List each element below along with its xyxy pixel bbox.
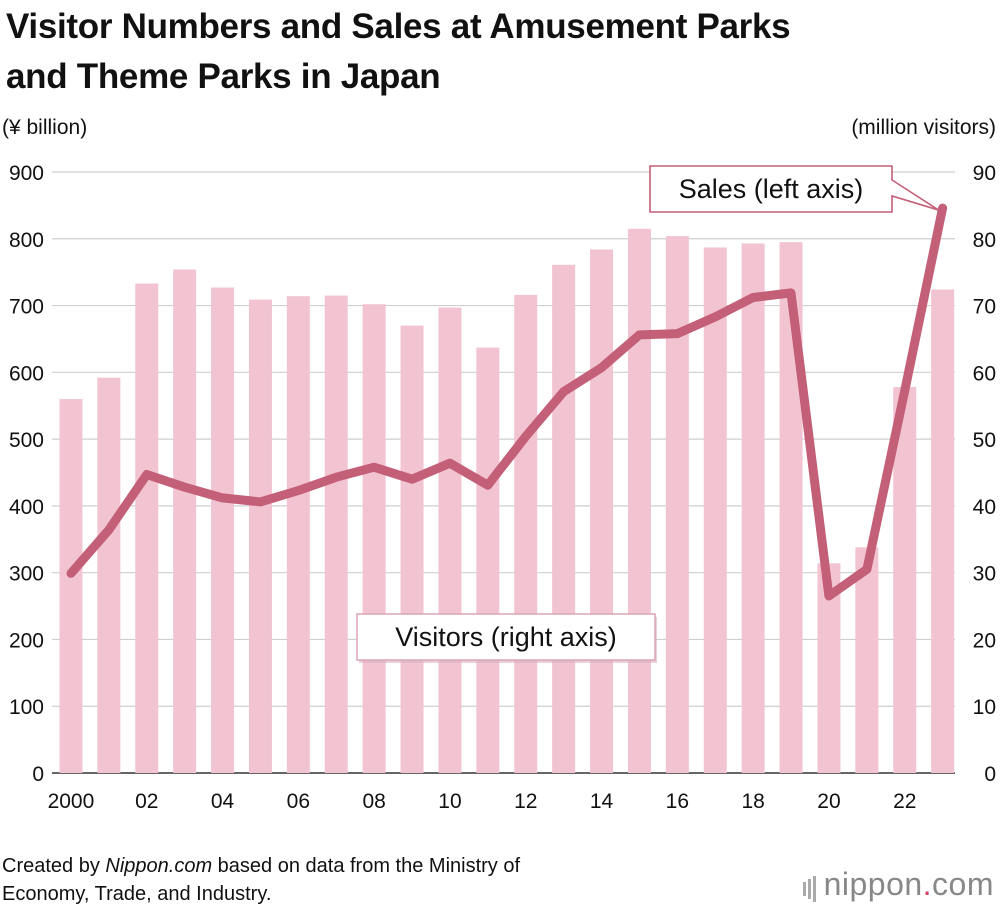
visitor-bar <box>362 304 386 773</box>
right-axis-unit: (million visitors) <box>851 116 996 139</box>
visitor-bar <box>893 387 917 773</box>
x-tick-label: 20 <box>817 790 840 813</box>
left-axis-unit: (¥ billion) <box>2 116 88 139</box>
visitor-bar <box>552 264 576 773</box>
visitors-callout-box <box>356 613 656 661</box>
x-tick-label: 16 <box>666 790 689 813</box>
nippon-logo: nippon.com <box>802 866 994 905</box>
right-y-tick-label: 40 <box>973 496 996 519</box>
logo-main: nippon <box>823 866 923 902</box>
left-y-tick-label: 400 <box>9 496 44 519</box>
logo-mark-icon <box>802 868 818 905</box>
left-y-tick-label: 800 <box>9 229 44 252</box>
left-y-tick-label: 700 <box>9 296 44 319</box>
x-tick-label: 14 <box>590 790 614 813</box>
right-y-tick-label: 10 <box>973 696 996 719</box>
left-y-tick-label: 200 <box>9 629 44 652</box>
visitor-bar <box>627 228 651 773</box>
x-tick-label: 18 <box>741 790 764 813</box>
visitor-bar <box>703 247 727 774</box>
visitor-bar <box>286 296 310 773</box>
source-name: Nippon.com <box>105 855 213 877</box>
chart-title: Visitor Numbers and Sales at Amusement P… <box>6 2 996 102</box>
visitor-bar <box>476 347 500 773</box>
x-tick-label: 12 <box>514 790 537 813</box>
chart-title-line2: and Theme Parks in Japan <box>6 57 441 96</box>
left-y-tick-label: 300 <box>9 563 44 586</box>
right-y-tick-label: 70 <box>973 296 996 319</box>
x-tick-label: 06 <box>287 790 310 813</box>
visitor-bar <box>438 307 462 773</box>
chart-title-line1: Visitor Numbers and Sales at Amusement P… <box>6 7 791 46</box>
left-y-tick-label: 900 <box>9 162 44 185</box>
x-tick-label: 22 <box>893 790 916 813</box>
right-y-tick-label: 20 <box>973 629 996 652</box>
visitor-bar <box>211 287 235 773</box>
right-y-tick-label: 90 <box>973 162 996 185</box>
visitor-bar <box>135 283 159 773</box>
visitor-bar <box>855 547 879 773</box>
visitor-bar <box>514 294 538 773</box>
visitor-bar <box>400 325 424 773</box>
visitor-bar <box>665 236 689 773</box>
sales-line <box>66 203 948 601</box>
visitors-callout-label: Visitors (right axis) <box>395 622 617 652</box>
x-tick-label: 2000 <box>48 790 95 813</box>
visitor-bar <box>59 399 83 773</box>
visitor-bar <box>97 377 121 773</box>
right-y-tick-label: 60 <box>973 362 996 385</box>
right-y-tick-label: 30 <box>973 563 996 586</box>
x-tick-label: 04 <box>211 790 235 813</box>
logo-dot: . <box>922 866 933 902</box>
visitor-bar <box>248 299 272 773</box>
left-y-tick-label: 0 <box>32 763 44 786</box>
source-line2: Economy, Trade, and Industry. <box>2 883 272 905</box>
visitor-bar <box>590 249 614 773</box>
left-y-tick-label: 500 <box>9 429 44 452</box>
logo-tld: com <box>932 866 994 902</box>
x-tick-label: 08 <box>362 790 385 813</box>
right-y-tick-label: 0 <box>984 763 996 786</box>
x-tick-label: 02 <box>135 790 158 813</box>
x-tick-label: 10 <box>438 790 461 813</box>
visitor-bar <box>324 295 348 773</box>
left-y-tick-label: 100 <box>9 696 44 719</box>
source-note: Created by Nippon.com based on data from… <box>2 852 520 908</box>
right-y-tick-label: 80 <box>973 229 996 252</box>
source-prefix: Created by <box>2 855 106 877</box>
left-y-tick-label: 600 <box>9 362 44 385</box>
visitor-bar <box>173 269 197 773</box>
sales-callout-box <box>649 165 940 213</box>
visitor-bar <box>931 289 955 773</box>
right-y-tick-label: 50 <box>973 429 996 452</box>
visitor-bar <box>817 563 841 773</box>
visitor-bar <box>741 243 765 774</box>
source-suffix: based on data from the Ministry of <box>212 855 521 877</box>
sales-callout-label: Sales (left axis) <box>679 174 864 204</box>
